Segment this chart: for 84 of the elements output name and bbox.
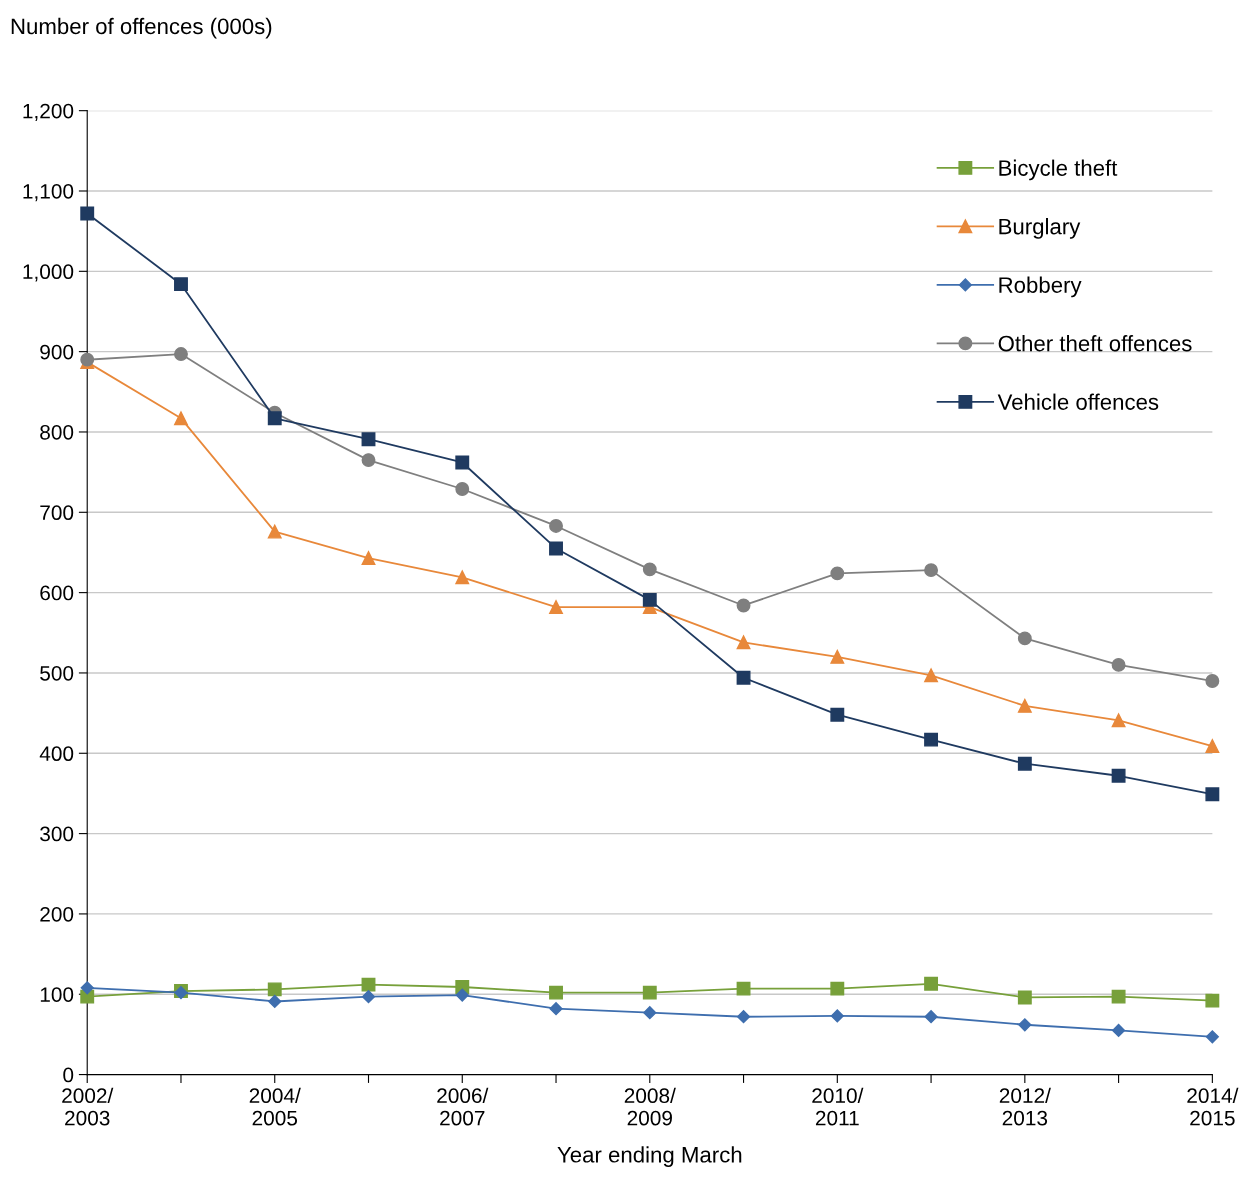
point (1205, 787, 1220, 802)
point (642, 592, 657, 607)
x-tick-label: 2008/ 2009 (624, 1087, 676, 1126)
point (1017, 631, 1032, 646)
point (1111, 989, 1126, 1004)
point (736, 635, 751, 650)
point (924, 732, 939, 747)
y-tick-label: 600 (40, 585, 74, 601)
point (455, 482, 470, 496)
point (642, 985, 657, 1000)
point (80, 206, 95, 221)
point (361, 432, 376, 447)
legend-label: Burglary (999, 218, 1081, 239)
point (924, 563, 939, 578)
point (736, 981, 751, 996)
point (1018, 1018, 1032, 1032)
x-tick-label: 2002/ 2003 (62, 1087, 114, 1126)
point (830, 649, 845, 664)
x-tick-label: 2006/ 2007 (437, 1087, 489, 1126)
point (830, 566, 845, 581)
point (1205, 674, 1220, 688)
point (455, 988, 469, 1002)
y-tick-label: 100 (40, 987, 74, 1002)
y-tick-label: 300 (40, 826, 74, 842)
point (549, 541, 563, 556)
y-tick-label: 1,000 (23, 264, 74, 282)
point (174, 347, 188, 361)
x-tick-label: 2004/ 2005 (249, 1087, 301, 1126)
point (1017, 756, 1032, 771)
y-tick-label: 200 (40, 906, 74, 922)
point (455, 570, 470, 585)
point (1111, 657, 1126, 672)
y-tick-label: 500 (40, 665, 74, 681)
x-axis-title: Year ending March (557, 1146, 742, 1168)
point (267, 982, 282, 997)
y-axis-title: Number of offences (000s) (11, 17, 272, 39)
point (549, 519, 563, 533)
point (455, 455, 470, 470)
point (268, 994, 282, 1009)
y-tick-label: 700 (40, 505, 74, 521)
y-tick-label: 800 (40, 424, 74, 440)
point (361, 977, 376, 992)
point (1112, 1023, 1126, 1037)
y-tick-label: 400 (39, 746, 74, 762)
x-tick-label: 2014/ 2015 (1187, 1087, 1239, 1126)
point (736, 1010, 751, 1024)
point (830, 707, 845, 722)
point (924, 976, 939, 991)
point (1017, 990, 1032, 1005)
point (736, 670, 751, 685)
legend-label: Bicycle theft (999, 159, 1118, 181)
point (267, 524, 282, 539)
point (643, 1006, 657, 1020)
point (642, 562, 657, 577)
y-tick-label: 1,100 (23, 184, 74, 202)
y-tick-label: 900 (40, 344, 74, 360)
point (1205, 993, 1220, 1008)
point (1205, 739, 1220, 753)
point (549, 1002, 563, 1016)
legend-label: Other theft offences (998, 335, 1192, 352)
point (1111, 713, 1126, 728)
x-tick-label: 2010/ 2011 (812, 1087, 864, 1126)
point (830, 981, 845, 996)
y-tick-label: 1,200 (23, 103, 74, 121)
point (361, 551, 376, 566)
y-tick-label: 0 (63, 1067, 74, 1083)
point (1111, 768, 1126, 783)
x-tick-label: 2012/ 2013 (999, 1087, 1051, 1126)
point (736, 598, 751, 613)
point (361, 990, 376, 1004)
point (924, 668, 939, 683)
legend-label: Vehicle offences (997, 393, 1159, 410)
point (174, 277, 188, 292)
legend-label: Robbery (999, 276, 1082, 298)
point (174, 411, 188, 426)
point (549, 985, 563, 1000)
point (1017, 698, 1032, 713)
point (361, 453, 376, 468)
point (1205, 1030, 1219, 1044)
point (80, 981, 94, 995)
point (924, 1010, 938, 1024)
point (267, 411, 282, 426)
point (830, 1009, 844, 1023)
point (549, 600, 563, 615)
